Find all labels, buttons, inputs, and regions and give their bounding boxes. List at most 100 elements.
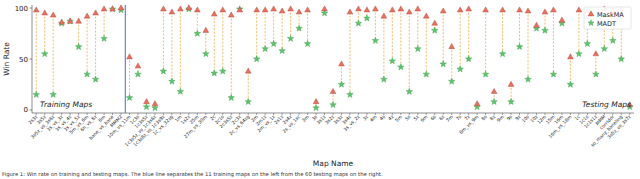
x-tick bbox=[417, 113, 418, 115]
point bbox=[542, 9, 548, 14]
point bbox=[279, 47, 285, 53]
point bbox=[67, 18, 73, 23]
y-label: Win Rate bbox=[2, 42, 11, 76]
connector bbox=[528, 11, 529, 79]
x-tick bbox=[570, 113, 571, 115]
point bbox=[508, 81, 514, 86]
point bbox=[381, 76, 387, 82]
connector bbox=[409, 12, 410, 91]
point bbox=[423, 71, 429, 77]
x-tick bbox=[409, 113, 410, 115]
connector bbox=[417, 9, 418, 49]
x-tick bbox=[383, 113, 384, 115]
point bbox=[534, 22, 540, 27]
x-tick bbox=[248, 113, 249, 115]
point bbox=[152, 101, 158, 106]
point bbox=[448, 78, 454, 84]
point bbox=[169, 78, 175, 84]
connector bbox=[485, 10, 486, 74]
point bbox=[59, 19, 65, 24]
x-tick bbox=[443, 113, 444, 115]
x-tick bbox=[299, 113, 300, 115]
x-tick bbox=[214, 113, 215, 115]
point bbox=[211, 70, 217, 76]
point bbox=[84, 13, 90, 18]
x-tick-label: 9s bbox=[506, 114, 514, 122]
point bbox=[304, 40, 310, 46]
x-tick-label: 3m bbox=[301, 114, 310, 123]
point bbox=[550, 71, 556, 77]
point bbox=[42, 10, 48, 15]
point bbox=[339, 61, 345, 66]
point bbox=[551, 7, 557, 12]
point bbox=[517, 7, 523, 12]
connector bbox=[570, 57, 571, 85]
point bbox=[499, 51, 505, 57]
point bbox=[253, 56, 259, 62]
connector bbox=[519, 10, 520, 47]
connector bbox=[163, 9, 164, 71]
point bbox=[135, 71, 141, 77]
connector bbox=[468, 9, 469, 59]
x-tick-label: 4s bbox=[379, 114, 387, 122]
x-tick-label: 8s bbox=[481, 114, 489, 122]
point bbox=[542, 27, 548, 33]
x-label: Map Name bbox=[313, 159, 354, 168]
x-tick-label: 16m_vs_18m bbox=[548, 114, 574, 140]
legend-marker bbox=[588, 20, 594, 26]
x-tick bbox=[528, 113, 529, 115]
connector bbox=[265, 10, 266, 49]
point bbox=[466, 6, 472, 11]
point bbox=[186, 5, 192, 10]
x-tick bbox=[78, 113, 79, 115]
x-tick bbox=[154, 113, 155, 115]
connector bbox=[282, 11, 283, 51]
x-tick bbox=[451, 113, 452, 115]
point bbox=[211, 11, 217, 16]
x-tick bbox=[256, 113, 257, 115]
x-tick bbox=[70, 113, 71, 115]
point bbox=[237, 7, 243, 12]
x-tick bbox=[112, 113, 113, 115]
x-tick-label: 2c_vs_64zg bbox=[228, 114, 251, 137]
annotation: Testing Maps bbox=[582, 100, 631, 109]
x-tick-label: 2s_vs_1sc bbox=[282, 114, 303, 135]
connector bbox=[273, 9, 274, 44]
x-tick bbox=[477, 113, 478, 115]
x-tick bbox=[519, 113, 520, 115]
x-tick bbox=[273, 113, 274, 115]
point bbox=[135, 63, 141, 68]
point bbox=[50, 12, 56, 17]
point bbox=[576, 51, 582, 57]
x-tick bbox=[587, 113, 588, 115]
point bbox=[525, 76, 531, 82]
x-tick bbox=[137, 113, 138, 115]
point bbox=[347, 91, 353, 97]
x-tick-label: 1c_vs_32zg bbox=[152, 114, 175, 137]
point bbox=[568, 54, 574, 59]
x-tick bbox=[333, 113, 334, 115]
point bbox=[110, 6, 116, 11]
x-tick bbox=[239, 113, 240, 115]
point bbox=[143, 103, 149, 109]
connector bbox=[392, 10, 393, 61]
point bbox=[483, 7, 489, 12]
point bbox=[127, 54, 133, 59]
point bbox=[406, 88, 412, 94]
x-tick bbox=[553, 113, 554, 115]
point bbox=[372, 37, 378, 43]
x-tick-label: 10s bbox=[521, 114, 531, 124]
point bbox=[567, 81, 573, 87]
point bbox=[203, 27, 209, 32]
x-tick-label: 3s_vs_2z bbox=[343, 114, 362, 133]
connector bbox=[44, 13, 45, 54]
point bbox=[101, 6, 107, 11]
connector bbox=[129, 57, 130, 98]
point bbox=[322, 6, 328, 11]
x-tick bbox=[434, 113, 435, 115]
point bbox=[50, 91, 56, 97]
x-tick bbox=[468, 113, 469, 115]
point bbox=[33, 7, 39, 12]
point bbox=[220, 68, 226, 74]
point bbox=[33, 91, 39, 97]
